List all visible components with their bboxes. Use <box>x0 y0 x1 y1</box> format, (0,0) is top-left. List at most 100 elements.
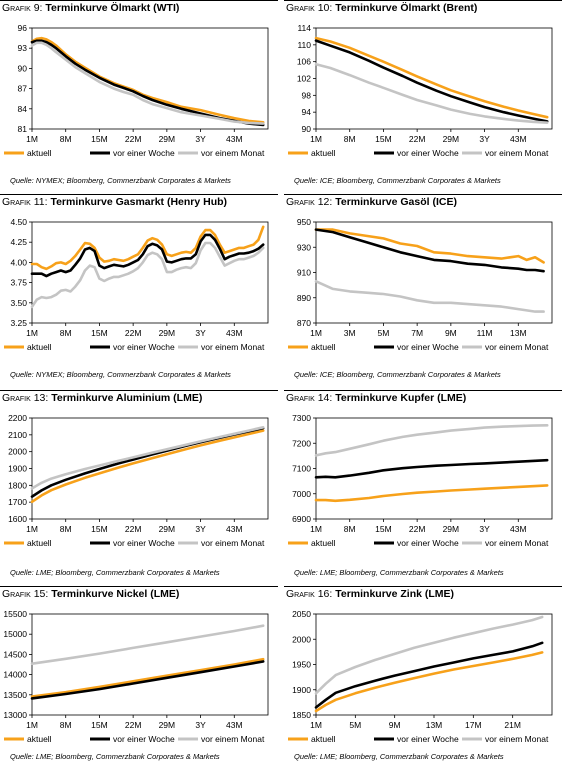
x-tick-label: 1M <box>310 720 322 730</box>
y-tick-label: 90 <box>302 124 312 134</box>
y-tick-label: 93 <box>18 43 28 53</box>
series-line-monat <box>314 62 549 124</box>
chart-title: Grafik 15: Terminkurve Nickel (LME) <box>2 588 179 600</box>
x-tick-label: 22M <box>125 720 142 730</box>
x-tick-label: 43M <box>226 720 243 730</box>
x-tick-label: 22M <box>125 134 142 144</box>
chart-name: Terminkurve Ölmarkt (Brent) <box>335 2 478 14</box>
x-tick-label: 43M <box>226 328 243 338</box>
chart-name: Terminkurve Ölmarkt (WTI) <box>45 2 180 14</box>
x-tick-label: 43M <box>510 134 527 144</box>
y-tick-label: 4.25 <box>10 237 27 247</box>
line-chart: 6900 7000 7100 7200 7300 1M 8M 15M 22M 29M 3Y 43M ak… <box>288 413 553 548</box>
x-tick-label: 22M <box>409 134 426 144</box>
y-tick-label: 81 <box>18 124 28 134</box>
x-tick-label: 3Y <box>195 134 206 144</box>
title-rule <box>284 0 562 1</box>
y-tick-label: 1900 <box>292 685 311 695</box>
y-tick-label: 1800 <box>8 480 27 490</box>
y-tick-label: 930 <box>297 242 311 252</box>
x-tick-label: 29M <box>159 134 176 144</box>
x-tick-label: 3Y <box>479 134 490 144</box>
x-tick-label: 1M <box>26 134 38 144</box>
x-tick-label: 1M <box>26 524 38 534</box>
y-tick-label: 7200 <box>292 438 311 448</box>
legend-label-aktuell: aktuell <box>27 342 52 352</box>
x-tick-label: 1M <box>310 524 322 534</box>
legend-label-monat: vor einem Monat <box>201 734 265 744</box>
x-tick-label: 1M <box>26 328 38 338</box>
x-tick-label: 22M <box>125 524 142 534</box>
chart-title: Grafik 12: Terminkurve Gasöl (ICE) <box>286 196 457 208</box>
x-tick-label: 5M <box>378 328 390 338</box>
source-note: Quelle: NYMEX; Bloomberg, Commerzbank Co… <box>10 370 231 379</box>
y-tick-label: 4.00 <box>10 257 27 267</box>
title-rule <box>284 390 562 391</box>
legend-label-aktuell: aktuell <box>311 342 336 352</box>
x-tick-label: 5M <box>349 720 361 730</box>
chart-number: Grafik 10: <box>286 2 333 14</box>
x-tick-label: 21M <box>504 720 521 730</box>
chart-title: Grafik 9: Terminkurve Ölmarkt (WTI) <box>2 2 179 14</box>
legend-label-woche: vor einer Woche <box>397 538 459 548</box>
x-tick-label: 29M <box>443 524 460 534</box>
y-tick-label: 14500 <box>3 649 27 659</box>
x-tick-label: 15M <box>375 524 392 534</box>
chart-title: Grafik 11: Terminkurve Gasmarkt (Henry H… <box>2 196 227 208</box>
line-chart: 3.25 3.50 3.75 4.00 4.25 4.50 1M 8M 15M 22M 29M 3Y 4… <box>4 217 269 352</box>
x-tick-label: 9M <box>389 720 401 730</box>
series-line-aktuell <box>314 484 549 503</box>
series-line-aktuell <box>30 429 265 504</box>
series-line-woche <box>30 39 265 127</box>
line-chart: 81 84 87 90 93 96 1M 8M 15M 22M 29M 3Y 43M aktuell vor… <box>4 23 269 158</box>
x-tick-label: 1M <box>26 720 38 730</box>
x-tick-label: 3Y <box>195 524 206 534</box>
y-tick-label: 2050 <box>292 609 311 619</box>
chart-name: Terminkurve Nickel (LME) <box>51 588 180 600</box>
chart-name: Terminkurve Gasöl (ICE) <box>335 196 457 208</box>
source-note: Quelle: NYMEX; Bloomberg, Commerzbank Co… <box>10 176 231 185</box>
series-line-monat <box>30 425 265 490</box>
series-line-monat <box>314 615 544 695</box>
source-note: Quelle: ICE; Bloomberg, Commerzbank Corp… <box>294 370 501 379</box>
y-tick-label: 13000 <box>3 710 27 720</box>
y-tick-label: 110 <box>297 40 311 50</box>
x-tick-label: 29M <box>159 524 176 534</box>
chart-panel: Grafik 11: Terminkurve Gasmarkt (Henry H… <box>0 194 278 382</box>
chart-panel: Grafik 13: Terminkurve Aluminium (LME) 16… <box>0 390 278 580</box>
legend-label-aktuell: aktuell <box>27 538 52 548</box>
y-tick-label: 13500 <box>3 690 27 700</box>
series-line-monat <box>314 280 545 313</box>
x-tick-label: 8M <box>60 328 72 338</box>
series-line-aktuell <box>314 36 549 119</box>
x-tick-label: 15M <box>91 720 108 730</box>
y-tick-label: 106 <box>297 57 311 67</box>
source-note: Quelle: ICE; Bloomberg, Commerzbank Corp… <box>294 176 501 185</box>
series-line-monat <box>314 423 549 457</box>
chart-number: Grafik 9: <box>2 2 43 14</box>
y-tick-label: 90 <box>18 63 28 73</box>
legend-label-woche: vor einer Woche <box>113 734 175 744</box>
chart-number: Grafik 12: <box>286 196 333 208</box>
title-rule <box>0 0 278 1</box>
legend-label-monat: vor einem Monat <box>485 538 549 548</box>
y-tick-label: 98 <box>302 90 312 100</box>
x-tick-label: 1M <box>310 134 322 144</box>
x-tick-label: 22M <box>125 328 142 338</box>
x-tick-label: 29M <box>443 134 460 144</box>
y-tick-label: 3.50 <box>10 298 27 308</box>
y-tick-label: 14000 <box>3 670 27 680</box>
series-line-woche <box>314 39 549 123</box>
x-tick-label: 3Y <box>195 328 206 338</box>
source-note: Quelle: LME; Bloomberg, Commerzbank Corp… <box>10 568 220 577</box>
y-tick-label: 3.25 <box>10 318 27 328</box>
series-line-woche <box>314 458 549 479</box>
y-tick-label: 2000 <box>292 634 311 644</box>
x-tick-label: 3M <box>344 328 356 338</box>
x-tick-label: 3Y <box>195 720 206 730</box>
legend-label-aktuell: aktuell <box>311 734 336 744</box>
y-tick-label: 6900 <box>292 514 311 524</box>
y-tick-label: 15500 <box>3 609 27 619</box>
legend-label-aktuell: aktuell <box>311 148 336 158</box>
legend-label-woche: vor einer Woche <box>113 538 175 548</box>
